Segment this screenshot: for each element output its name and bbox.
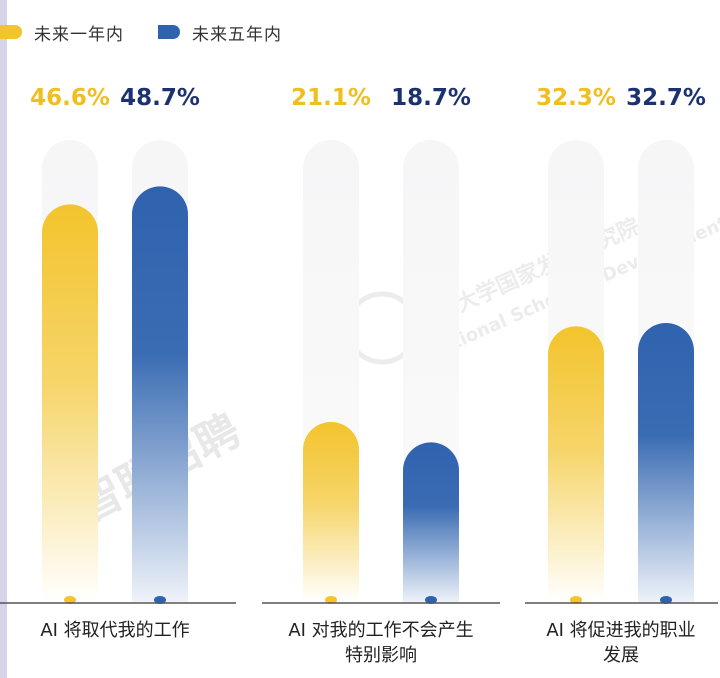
bar-base-dot bbox=[64, 596, 76, 604]
bar-1y-0 bbox=[42, 204, 98, 602]
bar-base-dot bbox=[154, 596, 166, 604]
data-label-1y-0: 46.6% bbox=[30, 85, 110, 111]
category-label: AI 将取代我的工作 bbox=[40, 620, 189, 641]
bar-5y-0 bbox=[132, 186, 188, 602]
legend-item-5y: 未来五年内 bbox=[158, 20, 282, 45]
category-label: AI 对我的工作不会产生 bbox=[288, 620, 473, 641]
bar-base-dot bbox=[570, 596, 582, 604]
bars bbox=[42, 186, 694, 602]
left-edge-strip bbox=[0, 0, 7, 678]
legend-swatch-5y bbox=[158, 25, 180, 39]
category-label: 特别影响 bbox=[345, 645, 417, 666]
bar-1y-1 bbox=[303, 421, 359, 602]
bar-base-dot bbox=[325, 596, 337, 604]
legend-item-1y: 未来一年内 bbox=[0, 20, 124, 45]
data-label-5y-2: 32.7% bbox=[626, 85, 706, 111]
data-label-1y-1: 21.1% bbox=[291, 85, 371, 111]
data-label-5y-0: 48.7% bbox=[120, 85, 200, 111]
data-labels: 46.6% 48.7% 21.1% 18.7% 32.3% 32.7% bbox=[30, 85, 706, 111]
legend: 未来一年内 未来五年内 bbox=[0, 18, 316, 46]
bar-1y-2 bbox=[548, 326, 604, 602]
category-label: 发展 bbox=[603, 645, 639, 666]
category-label: AI 将促进我的职业 bbox=[546, 620, 695, 641]
bar-base-dot bbox=[425, 596, 437, 604]
bar-5y-1 bbox=[403, 442, 459, 602]
legend-label-5y: 未来五年内 bbox=[192, 24, 282, 45]
bar-5y-2 bbox=[638, 322, 694, 602]
data-label-5y-1: 18.7% bbox=[391, 85, 471, 111]
bar-base-dots bbox=[64, 596, 672, 604]
legend-label-1y: 未来一年内 bbox=[34, 24, 124, 45]
data-label-1y-2: 32.3% bbox=[536, 85, 616, 111]
legend-swatch-1y bbox=[0, 25, 22, 39]
bar-base-dot bbox=[660, 596, 672, 604]
